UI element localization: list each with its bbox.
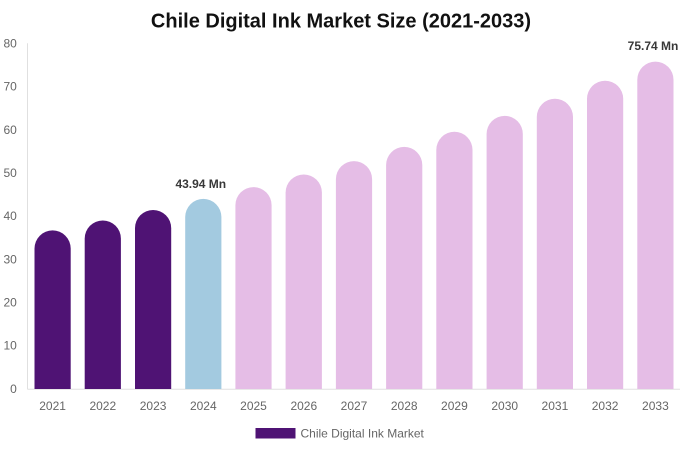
svg-text:80: 80: [3, 37, 17, 51]
svg-text:75.74 Mn: 75.74 Mn: [628, 39, 679, 53]
svg-text:40: 40: [3, 209, 17, 223]
svg-text:10: 10: [3, 339, 17, 353]
svg-text:2024: 2024: [190, 399, 217, 413]
svg-text:2023: 2023: [140, 399, 167, 413]
svg-text:50: 50: [3, 166, 17, 180]
svg-text:2032: 2032: [592, 399, 619, 413]
svg-text:2022: 2022: [89, 399, 116, 413]
svg-text:70: 70: [3, 80, 17, 94]
svg-text:Chile Digital Ink Market Size: Chile Digital Ink Market Size (2021-2033…: [151, 11, 531, 33]
svg-text:2025: 2025: [240, 399, 267, 413]
svg-text:2027: 2027: [341, 399, 368, 413]
svg-text:Chile Digital Ink Market: Chile Digital Ink Market: [301, 426, 425, 440]
svg-text:2026: 2026: [290, 399, 317, 413]
svg-text:2033: 2033: [642, 399, 669, 413]
svg-text:0: 0: [10, 382, 17, 396]
svg-text:30: 30: [3, 252, 17, 266]
svg-text:2029: 2029: [441, 399, 468, 413]
svg-text:60: 60: [3, 123, 17, 137]
svg-text:2021: 2021: [39, 399, 66, 413]
svg-text:2028: 2028: [391, 399, 418, 413]
svg-text:2030: 2030: [491, 399, 518, 413]
svg-text:43.94 Mn: 43.94 Mn: [175, 177, 226, 191]
svg-text:2031: 2031: [542, 399, 569, 413]
svg-text:20: 20: [3, 296, 17, 310]
